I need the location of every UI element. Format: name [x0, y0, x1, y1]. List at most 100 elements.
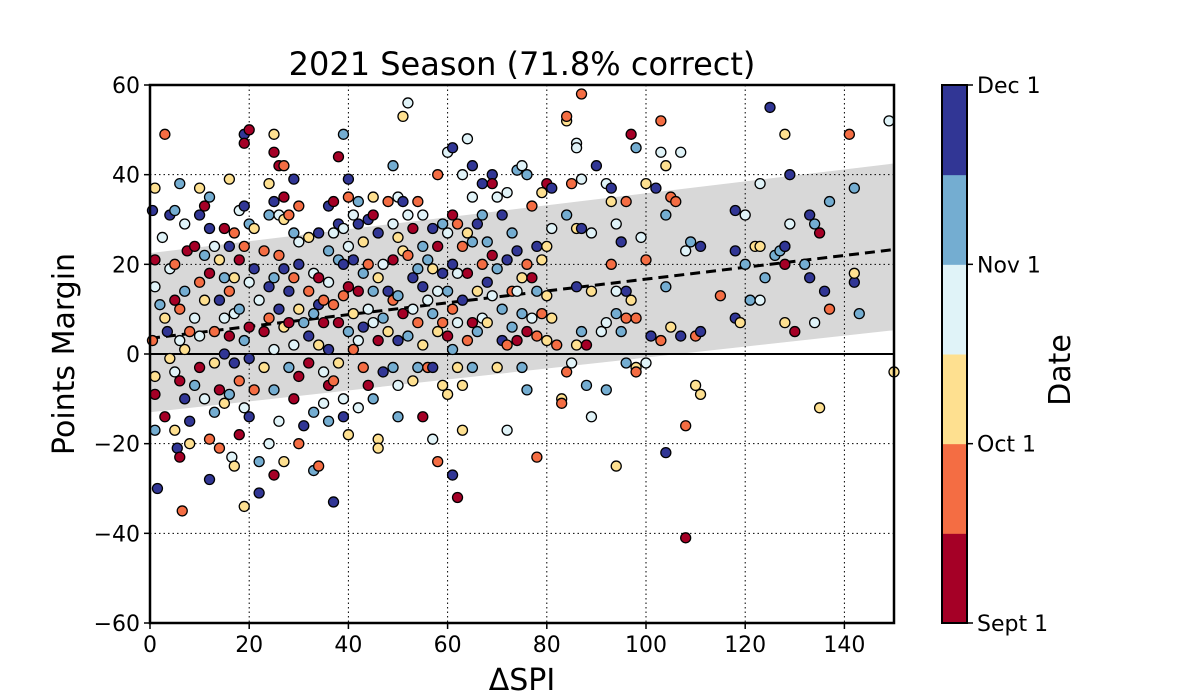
data-point [169, 258, 181, 270]
data-point [159, 411, 171, 423]
data-point [570, 142, 583, 154]
data-point [531, 285, 543, 297]
data-point [268, 343, 280, 356]
data-point [169, 424, 181, 436]
data-point [258, 361, 270, 374]
data-point [367, 393, 379, 405]
data-point [357, 267, 369, 279]
data-point [193, 182, 206, 194]
data-point [312, 460, 325, 472]
data-point [382, 195, 394, 208]
data-point [432, 325, 444, 338]
data-point [655, 115, 667, 127]
data-point [387, 254, 399, 266]
data-point [223, 285, 236, 297]
data-point [570, 281, 583, 293]
data-point [466, 361, 479, 374]
data-point [352, 334, 364, 347]
data-point [156, 231, 169, 244]
x-tick-label: 60 [434, 633, 462, 658]
data-point [466, 236, 479, 248]
data-point [526, 200, 538, 212]
y-tick-label: 60 [112, 74, 140, 99]
x-tick-label: 120 [724, 633, 766, 658]
data-point [620, 357, 632, 369]
data-point [427, 263, 439, 275]
data-point [198, 393, 211, 405]
data-point [332, 151, 345, 163]
data-point [823, 303, 836, 315]
data-point [263, 177, 275, 190]
data-point [432, 240, 444, 253]
data-point [531, 451, 543, 463]
data-point [208, 406, 221, 418]
data-point [203, 473, 216, 486]
data-point [303, 231, 315, 244]
data-point [288, 393, 300, 405]
data-point [327, 496, 340, 508]
data-point [327, 195, 340, 208]
data-point [779, 258, 791, 270]
colorbar-tick-label: Sept 1 [977, 612, 1048, 637]
data-point [288, 339, 300, 351]
data-point [511, 334, 523, 347]
data-point [610, 285, 622, 297]
data-point [496, 209, 508, 221]
data-point [213, 384, 226, 396]
data-point [516, 361, 528, 374]
data-point [531, 240, 543, 253]
data-point [630, 312, 642, 324]
data-point [203, 267, 216, 279]
data-point [446, 142, 459, 154]
data-point [580, 379, 593, 392]
x-tick-label: 40 [334, 633, 362, 658]
data-point [357, 361, 369, 374]
data-point [213, 442, 226, 454]
data-point [238, 402, 250, 414]
data-point [675, 146, 687, 158]
data-point [203, 222, 216, 235]
data-point [575, 325, 588, 338]
data-point [441, 227, 454, 239]
data-point [293, 258, 305, 270]
data-point [233, 254, 245, 266]
data-point [501, 186, 513, 199]
data-point [655, 146, 667, 158]
data-point [367, 209, 379, 221]
data-point [322, 245, 335, 257]
data-point [565, 177, 578, 190]
data-point [397, 110, 409, 123]
data-point [203, 191, 216, 203]
data-point [188, 312, 201, 324]
data-point [412, 195, 424, 208]
data-point [193, 330, 206, 342]
data-point [461, 227, 474, 239]
data-point [640, 357, 652, 369]
data-point [541, 334, 553, 347]
data-point [560, 209, 573, 221]
data-point [193, 361, 206, 374]
data-point [179, 393, 191, 405]
data-point [739, 209, 751, 221]
data-point [273, 303, 285, 315]
data-point [337, 258, 350, 270]
data-point [263, 312, 275, 324]
data-point [436, 379, 449, 392]
data-point [337, 128, 350, 140]
data-point [347, 254, 360, 266]
data-point [159, 312, 171, 324]
x-tick-label: 100 [625, 633, 667, 658]
data-point [680, 420, 692, 432]
data-point [556, 397, 568, 409]
data-point [208, 325, 221, 338]
data-point [645, 330, 657, 342]
data-point [560, 366, 573, 378]
data-point [501, 254, 513, 266]
data-point [238, 500, 250, 513]
data-point [565, 357, 578, 369]
data-point [441, 388, 454, 401]
data-point [402, 209, 414, 221]
data-point [417, 281, 429, 293]
data-point [486, 249, 498, 262]
data-point [511, 285, 523, 297]
